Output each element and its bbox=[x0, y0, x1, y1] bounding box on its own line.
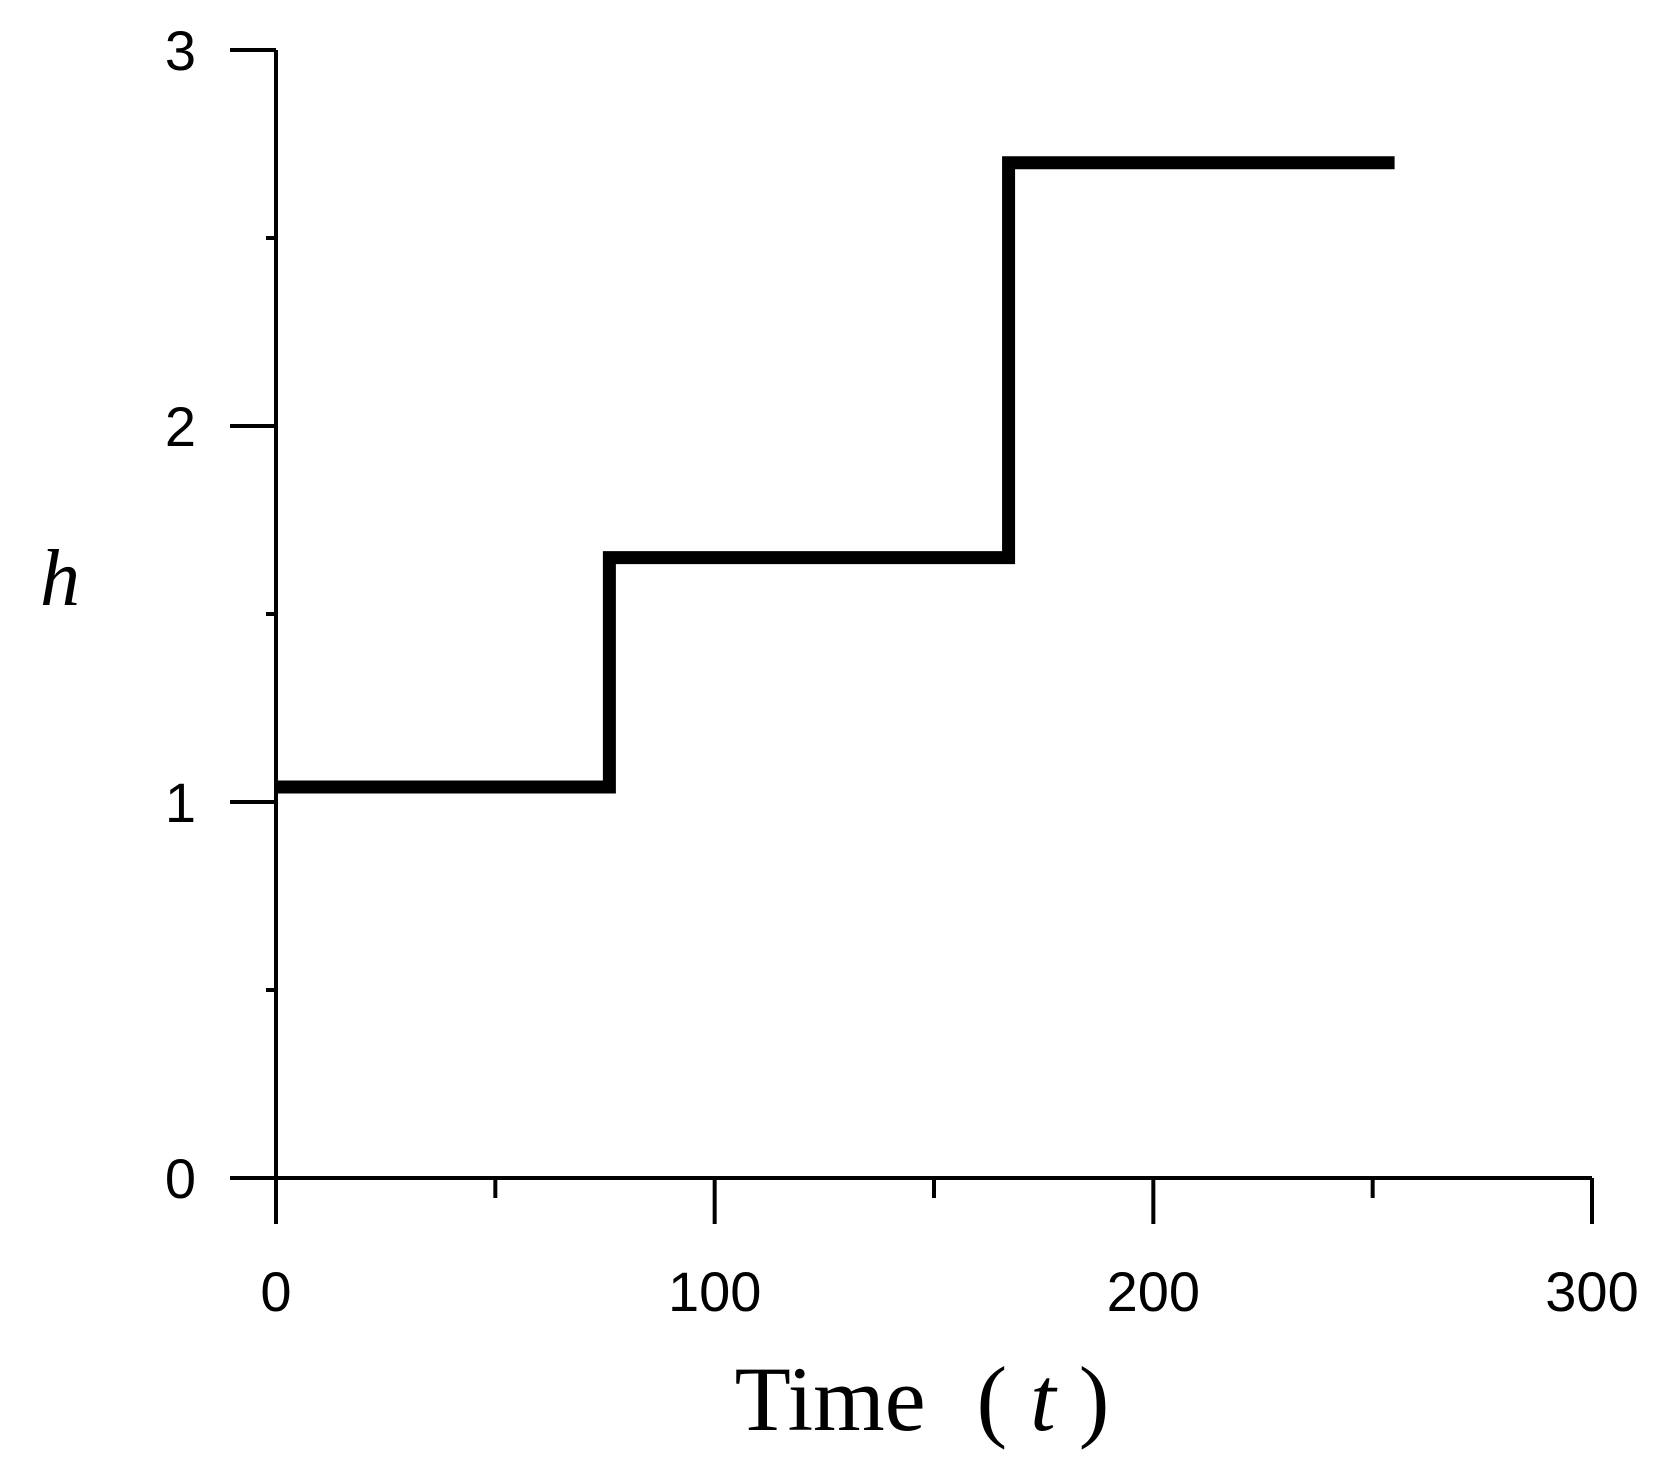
x-axis-title: Time ( t ) bbox=[735, 1348, 1110, 1450]
series-layer bbox=[276, 156, 1395, 794]
x-tick-label-2: 200 bbox=[1107, 1260, 1200, 1323]
x-tick-label-0: 0 bbox=[260, 1260, 291, 1323]
x-axis-title-prefix: Time bbox=[735, 1348, 926, 1450]
y-tick-label-0: 0 bbox=[165, 1147, 196, 1210]
y-tick-label-1: 1 bbox=[165, 771, 196, 834]
x-axis: 0 100 200 300 bbox=[230, 1176, 1639, 1323]
y-axis-title: h bbox=[40, 535, 80, 623]
y-axis: 0 1 2 3 bbox=[165, 19, 278, 1210]
y-ticks: 0 1 2 3 bbox=[165, 19, 276, 1210]
x-axis-title-close-paren: ) bbox=[1079, 1348, 1110, 1450]
x-tick-label-3: 300 bbox=[1545, 1260, 1638, 1323]
x-tick-label-1: 100 bbox=[668, 1260, 761, 1323]
x-ticks: 0 100 200 300 bbox=[260, 1178, 1639, 1323]
y-tick-label-2: 2 bbox=[165, 395, 196, 458]
x-axis-title-open-paren: ( bbox=[977, 1348, 1008, 1450]
series-line-0 bbox=[276, 156, 1395, 794]
y-tick-label-3: 3 bbox=[165, 19, 196, 82]
x-axis-title-var: t bbox=[1030, 1348, 1058, 1450]
